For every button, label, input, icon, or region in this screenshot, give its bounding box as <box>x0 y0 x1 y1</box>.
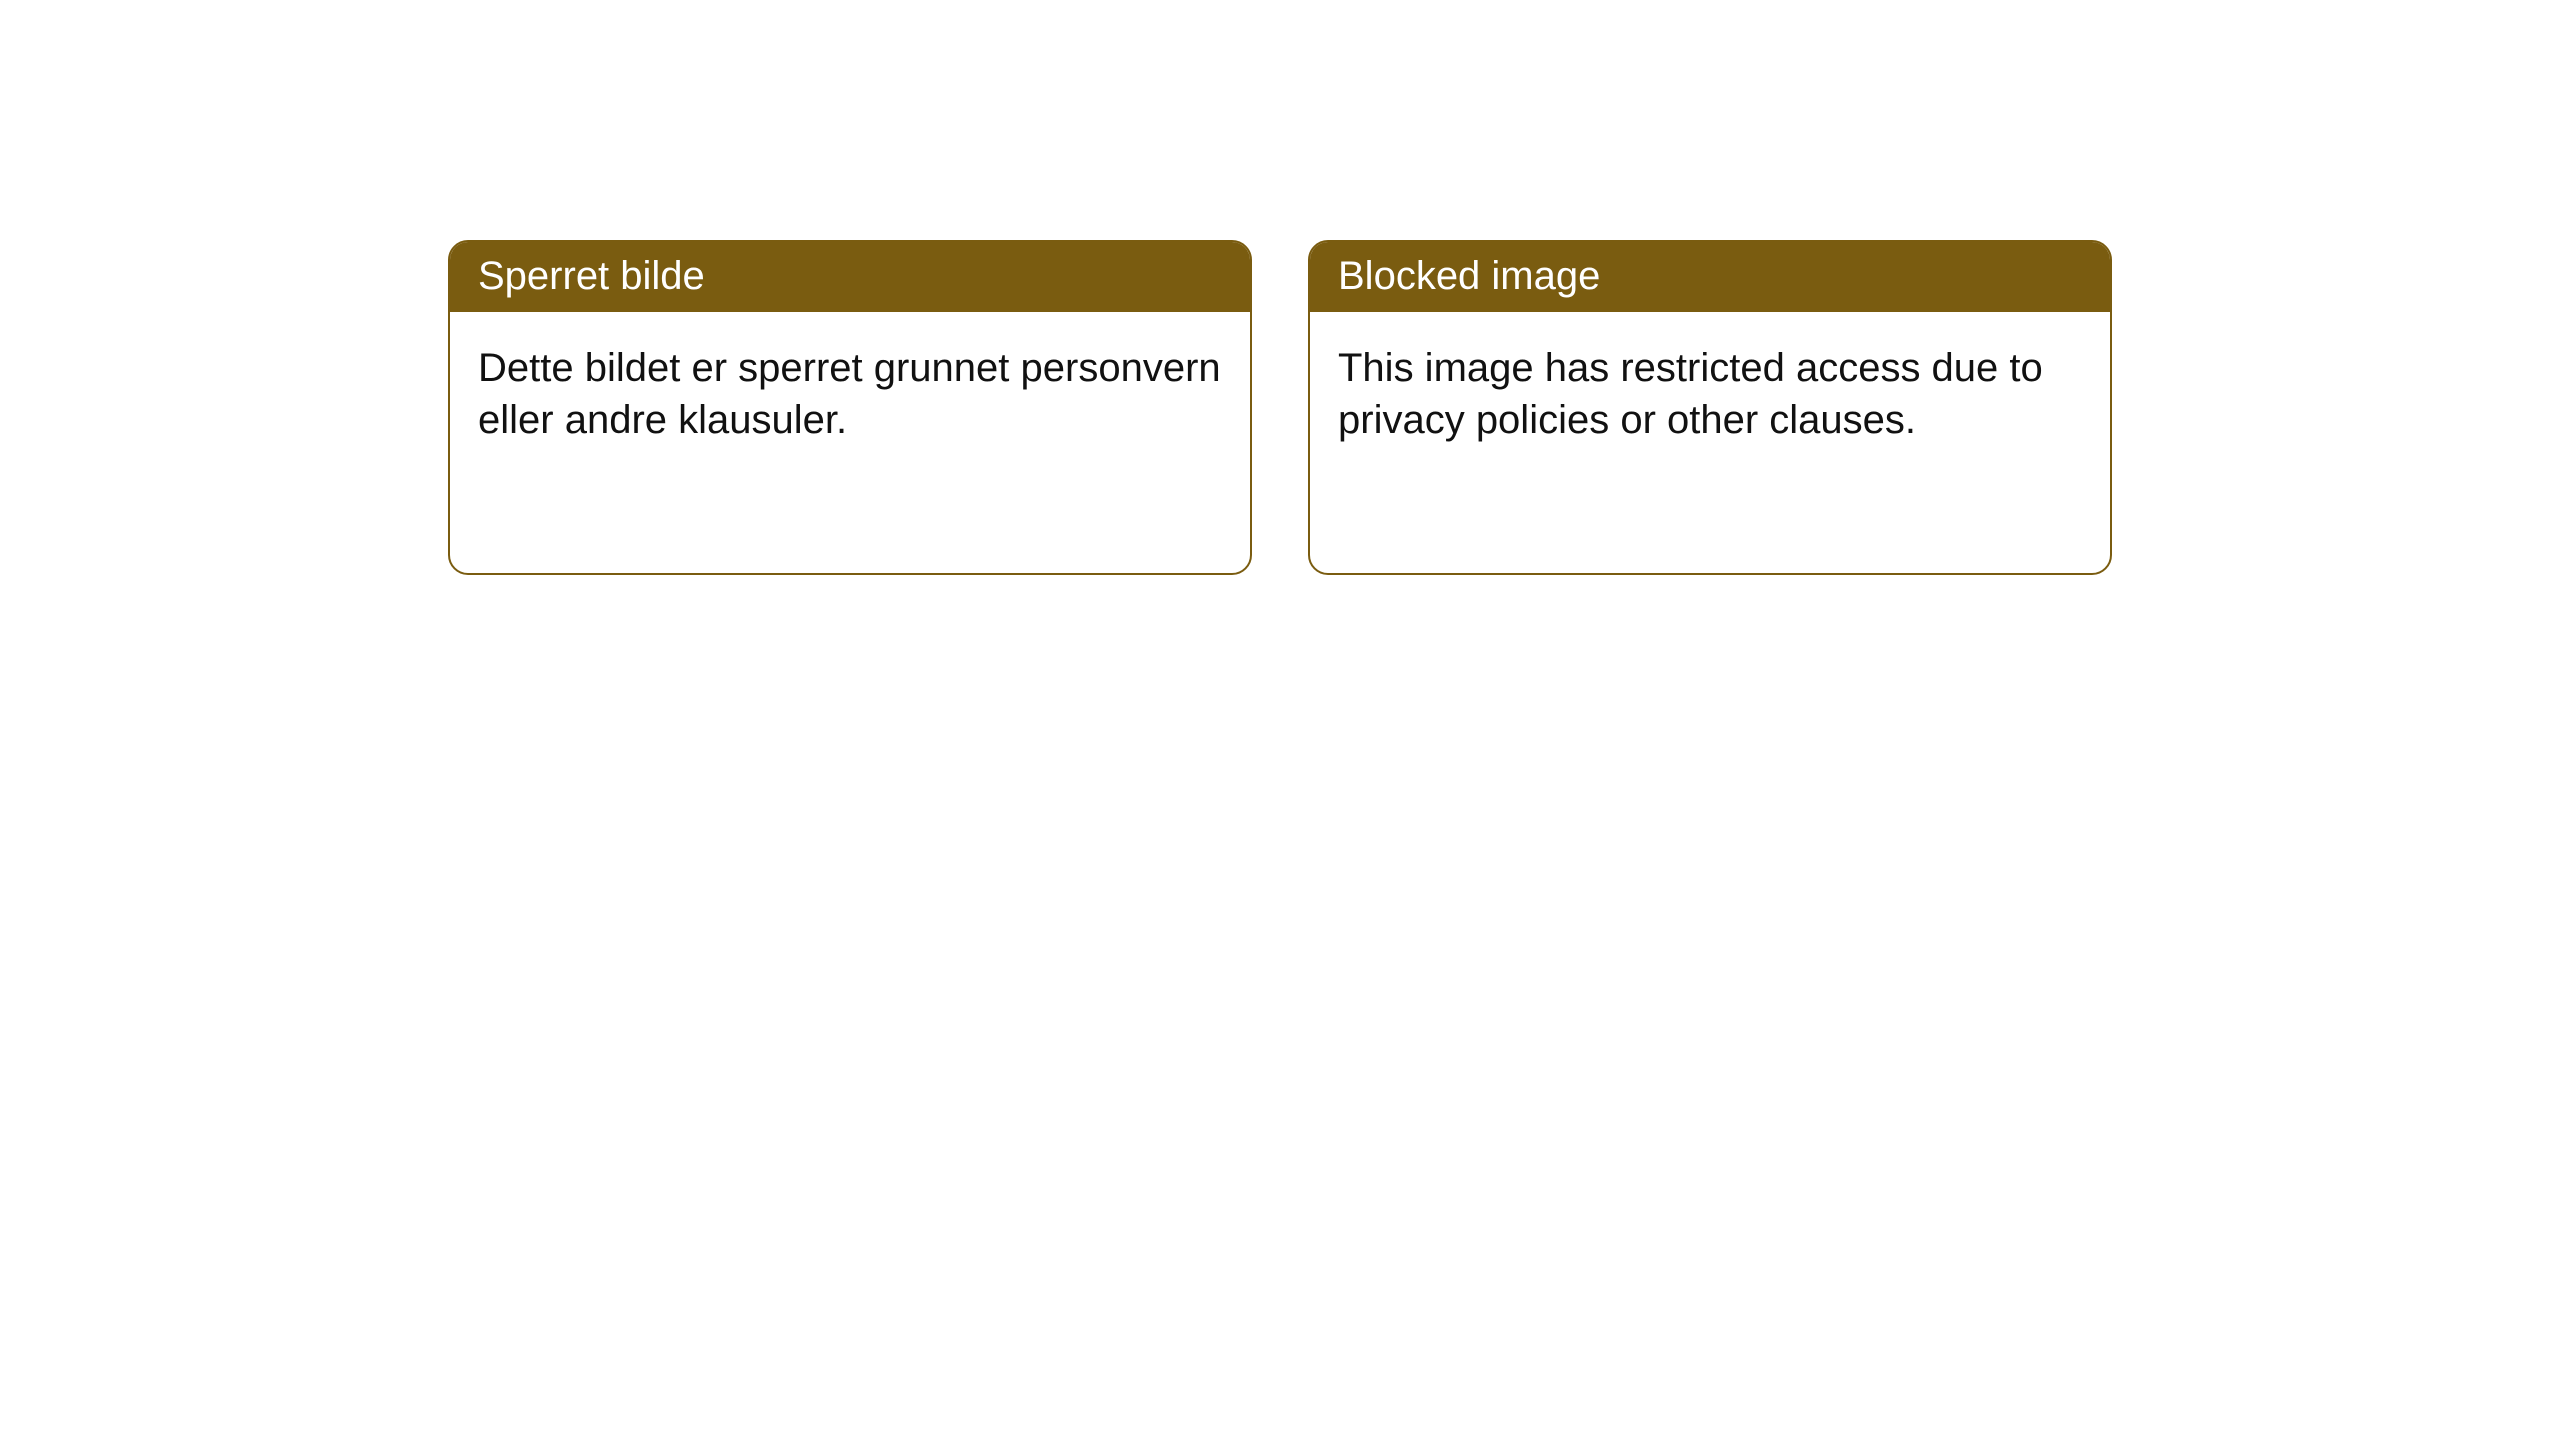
notice-card-norwegian: Sperret bilde Dette bildet er sperret gr… <box>448 240 1252 575</box>
notice-body-english: This image has restricted access due to … <box>1310 312 2110 476</box>
notice-card-english: Blocked image This image has restricted … <box>1308 240 2112 575</box>
notice-title-norwegian: Sperret bilde <box>450 242 1250 312</box>
notice-container: Sperret bilde Dette bildet er sperret gr… <box>0 0 2560 575</box>
notice-body-norwegian: Dette bildet er sperret grunnet personve… <box>450 312 1250 476</box>
notice-title-english: Blocked image <box>1310 242 2110 312</box>
